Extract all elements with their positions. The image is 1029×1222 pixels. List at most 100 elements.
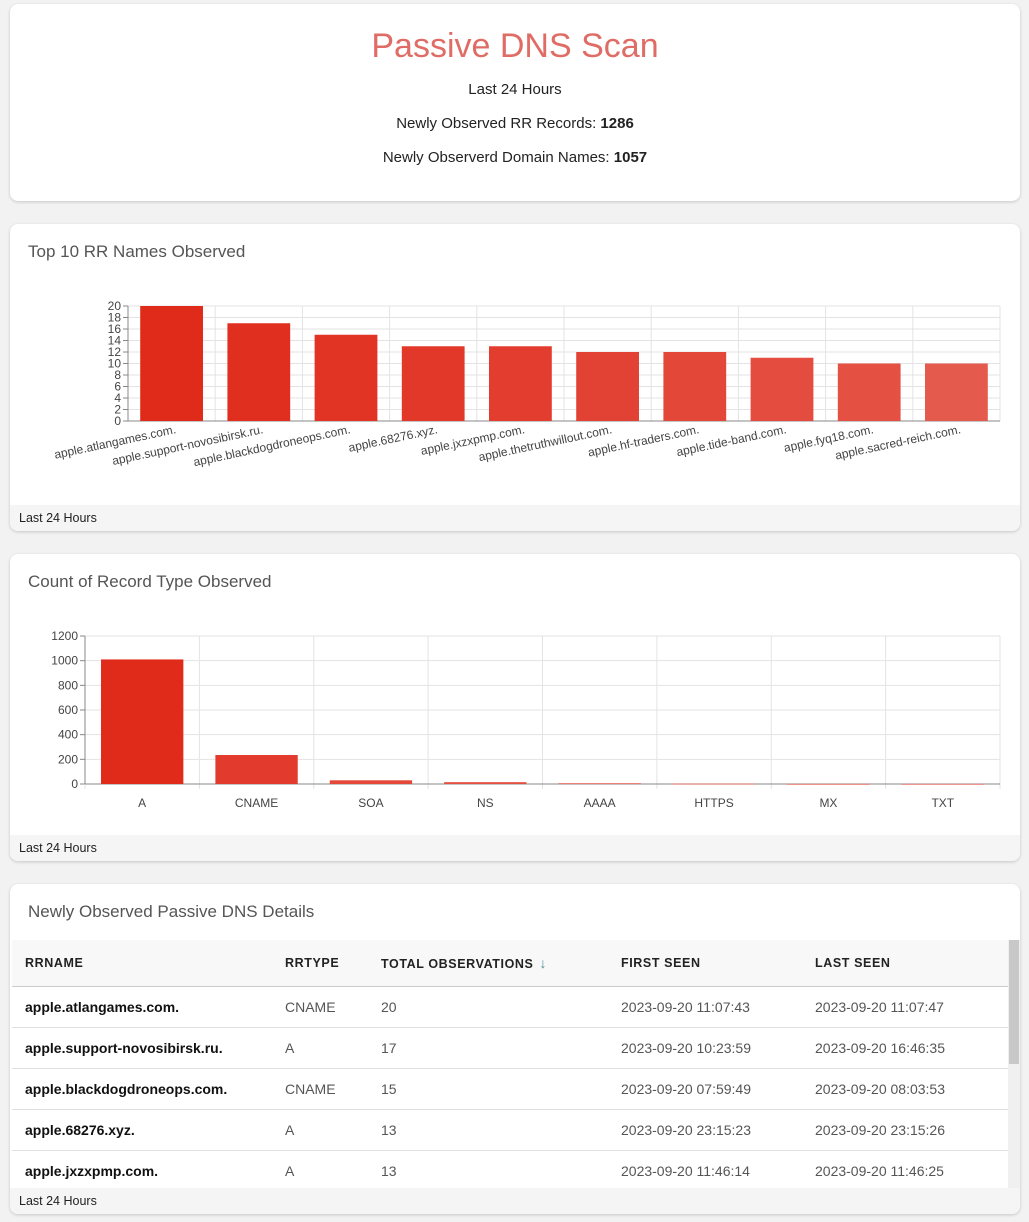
bar[interactable]	[901, 783, 984, 785]
bar[interactable]	[444, 782, 527, 784]
table-row[interactable]: apple.support-novosibirsk.ru. A 17 2023-09-…	[12, 1027, 1010, 1069]
details-table: RRNAME RRTYPE TOTAL OBSERVATIONS ↓ FIRST …	[12, 940, 1010, 1192]
x-tick-label: TXT	[931, 796, 954, 810]
bar[interactable]	[401, 346, 465, 421]
rrtype-footer: Last 24 Hours	[10, 835, 1020, 861]
summary-card: Passive DNS Scan Last 24 Hours Newly Obs…	[10, 4, 1020, 201]
top10-chart-card: Top 10 RR Names Observed 0 2 4 6 8 10 12 14 16 18…	[10, 224, 1020, 531]
y-tick-label: 6	[114, 380, 121, 394]
cell-rrname: apple.blackdogdroneops.com.	[12, 1068, 285, 1110]
summary-period: Last 24 Hours	[468, 81, 562, 98]
cell-last-seen: 2023-09-20 08:03:53	[815, 1068, 1010, 1110]
bar[interactable]	[672, 783, 756, 785]
top10-chart: 02468101214161820apple.atlangames.com.ap…	[53, 299, 1001, 469]
column-header-total-observations[interactable]: TOTAL OBSERVATIONS ↓	[381, 940, 621, 987]
y-tick-label: 1000	[51, 654, 78, 668]
cell-rrname: apple.68276.xyz.	[12, 1109, 285, 1151]
column-header-rrname[interactable]: RRNAME	[12, 940, 285, 987]
details-footer: Last 24 Hours	[10, 1188, 1020, 1214]
cell-total-observations: 17	[381, 1027, 621, 1069]
y-tick-label: 0	[71, 777, 78, 791]
y-tick-label: 18	[108, 311, 122, 325]
bar[interactable]	[837, 363, 901, 422]
y-tick-label: 800	[58, 678, 78, 692]
details-card: Newly Observed Passive DNS Details RRNAM…	[10, 884, 1020, 1214]
cell-rrtype: CNAME	[285, 986, 381, 1028]
x-tick-label: CNAME	[235, 796, 278, 810]
cell-rrtype: CNAME	[285, 1068, 381, 1110]
table-row[interactable]: apple.atlangames.com. CNAME 20 2023-09-20 1…	[12, 986, 1010, 1028]
bar[interactable]	[663, 352, 727, 421]
cell-rrname: apple.atlangames.com.	[12, 986, 285, 1028]
bar[interactable]	[750, 357, 814, 421]
cell-total-observations: 13	[381, 1150, 621, 1192]
domain-names-label: Newly Observerd Domain Names:	[382, 149, 610, 166]
rr-records-value: 1286	[600, 115, 634, 132]
page-title: Passive DNS Scan	[371, 27, 659, 65]
rrtype-heading: Count of Record Type Observed	[28, 572, 272, 591]
rr-records-stat: Newly Observed RR Records: 1286	[10, 114, 1020, 134]
domain-names-value: 1057	[613, 149, 648, 166]
table-row[interactable]: apple.blackdogdroneops.com. CNAME 15 2023-0…	[12, 1068, 1010, 1110]
cell-last-seen: 2023-09-20 23:15:26	[815, 1109, 1010, 1151]
cell-total-observations: 13	[381, 1109, 621, 1151]
x-tick-label: HTTPS	[694, 796, 733, 810]
column-header-last-seen[interactable]: LAST SEEN	[815, 940, 1010, 987]
bar[interactable]	[558, 783, 641, 785]
cell-rrname: apple.jxzxpmp.com.	[12, 1150, 285, 1192]
bar[interactable]	[215, 755, 298, 784]
cell-rrname: apple.support-novosibirsk.ru.	[12, 1027, 285, 1069]
table-scrollbar[interactable]	[1008, 940, 1020, 1188]
table-body: apple.atlangames.com. CNAME 20 2023-09-20 1…	[12, 986, 1010, 1192]
details-heading: Newly Observed Passive DNS Details	[28, 902, 315, 921]
cell-rrtype: A	[285, 1027, 381, 1069]
rr-records-label: Newly Observed RR Records:	[396, 115, 597, 132]
y-tick-label: 10	[108, 357, 122, 371]
y-tick-label: 14	[108, 334, 122, 348]
cell-first-seen: 2023-09-20 10:23:59	[621, 1027, 815, 1069]
y-tick-label: 4	[114, 391, 121, 405]
x-tick-label: A	[138, 796, 146, 810]
x-tick-label: AAAA	[584, 796, 616, 810]
cell-first-seen: 2023-09-20 11:07:43	[621, 986, 815, 1028]
arrow-down-icon[interactable]: ↓	[539, 955, 548, 971]
rrtype-chart: 0 200 400 600 800 1000 1200 A CNAME SOA NS AAAA HTTP…	[51, 629, 1001, 810]
cell-rrtype: A	[285, 1150, 381, 1192]
domain-names-stat: Newly Observerd Domain Names: 1057	[10, 148, 1020, 168]
y-tick-label: 16	[108, 322, 122, 336]
x-tick-label: NS	[477, 796, 494, 810]
bar[interactable]	[140, 306, 203, 421]
column-header-rrtype[interactable]: RRTYPE	[285, 940, 381, 987]
bar[interactable]	[329, 780, 413, 784]
top10-footer: Last 24 Hours	[10, 505, 1020, 531]
y-tick-label: 8	[114, 368, 121, 382]
bar[interactable]	[925, 363, 988, 422]
table-row[interactable]: apple.68276.xyz. A 13 2023-09-20 23:15:23 20…	[12, 1109, 1010, 1151]
x-tick-label: SOA	[358, 796, 383, 810]
table-row[interactable]: apple.jxzxpmp.com. A 13 2023-09-20 11:46:14…	[12, 1150, 1010, 1192]
column-header-first-seen[interactable]: FIRST SEEN	[621, 940, 815, 987]
y-tick-label: 400	[58, 728, 78, 742]
bar[interactable]	[787, 783, 870, 785]
cell-last-seen: 2023-09-20 11:46:25	[815, 1150, 1010, 1192]
y-tick-label: 12	[108, 345, 122, 359]
y-tick-label: 1200	[51, 629, 78, 643]
cell-total-observations: 15	[381, 1068, 621, 1110]
bar[interactable]	[227, 323, 291, 421]
bar[interactable]	[576, 352, 639, 421]
bar[interactable]	[314, 334, 378, 421]
cell-last-seen: 2023-09-20 16:46:35	[815, 1027, 1010, 1069]
y-tick-label: 600	[58, 703, 78, 717]
cell-first-seen: 2023-09-20 07:59:49	[621, 1068, 815, 1110]
top10-heading: Top 10 RR Names Observed	[28, 242, 246, 261]
cell-last-seen: 2023-09-20 11:07:47	[815, 986, 1010, 1028]
y-tick-label: 2	[114, 403, 121, 417]
table-header-row: RRNAME RRTYPE TOTAL OBSERVATIONS ↓ FIRST …	[12, 940, 1010, 987]
y-tick-label: 200	[58, 752, 78, 766]
bar[interactable]	[489, 346, 552, 421]
total-observations-label: TOTAL OBSERVATIONS	[381, 957, 534, 971]
bar[interactable]	[101, 659, 184, 784]
cell-first-seen: 2023-09-20 23:15:23	[621, 1109, 815, 1151]
scrollbar-thumb[interactable]	[1009, 940, 1019, 1064]
rrtype-chart-card: Count of Record Type Observed 0 200 400 600…	[10, 554, 1020, 861]
